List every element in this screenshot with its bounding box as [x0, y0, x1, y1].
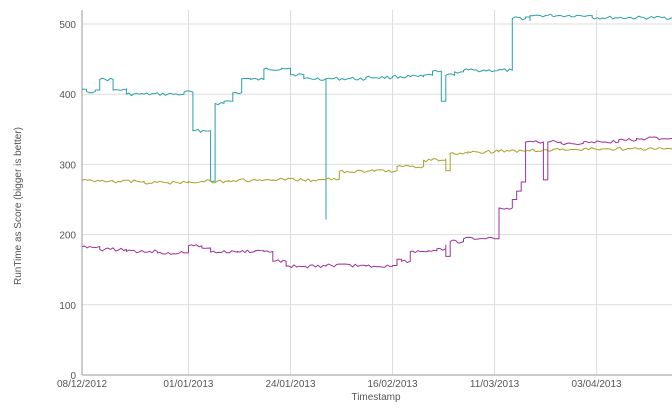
- x-tick-label: 24/01/2013: [265, 379, 315, 390]
- y-tick-label: 500: [59, 20, 76, 31]
- x-tick-label: 11/03/2013: [470, 379, 520, 390]
- series-line-1: [82, 13, 672, 220]
- x-tick-label: 01/01/2013: [163, 379, 213, 390]
- x-tick-label: 08/12/2012: [57, 379, 107, 390]
- series-line-2: [81, 147, 672, 185]
- y-tick-label: 100: [59, 301, 76, 312]
- y-tick-label: 0: [70, 371, 76, 382]
- x-tick-label: 16/02/2013: [367, 379, 417, 390]
- axes: [81, 10, 672, 376]
- y-tick-label: 200: [59, 231, 76, 242]
- y-tick-label: 300: [59, 160, 76, 171]
- tick-labels: 0 100 200 300 400 500 08/12/2012 01/01/2013 24/0…: [57, 20, 622, 390]
- series-line-3: [81, 136, 672, 269]
- x-tick-label: 03/04/2013: [572, 379, 622, 390]
- x-axis-title: Timestamp: [351, 392, 401, 403]
- series-lines: [81, 13, 672, 269]
- gridlines: [81, 10, 672, 376]
- y-tick-label: 400: [59, 90, 76, 101]
- y-axis-title: RunTime as Score (bigger is better): [13, 127, 24, 285]
